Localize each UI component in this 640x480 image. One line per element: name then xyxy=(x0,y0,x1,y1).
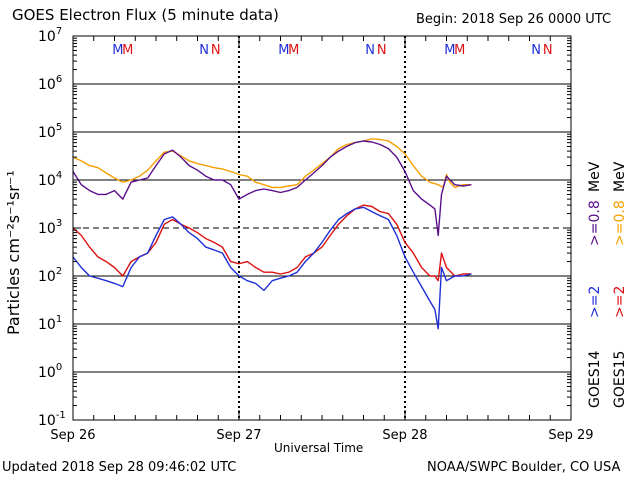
updated-timestamp: Updated 2018 Sep 28 09:46:02 UTC xyxy=(2,460,237,475)
legend-goes14-e08: >=0.8 xyxy=(587,200,603,246)
day-marker-label: N xyxy=(531,43,541,58)
y-tick-exponent: -1 xyxy=(56,410,66,421)
legend-goes14: GOES14 xyxy=(587,350,603,408)
day-marker-label: N xyxy=(211,43,221,58)
y-tick-exponent: 5 xyxy=(56,122,62,133)
y-tick-exponent: 0 xyxy=(56,362,62,373)
y-tick-label: 104 xyxy=(38,170,62,189)
x-tick-label: Sep 26 xyxy=(50,428,95,443)
x-tick-label: Sep 27 xyxy=(216,428,261,443)
begin-date: Begin: 2018 Sep 26 0000 UTC xyxy=(416,12,612,27)
plot-frame xyxy=(72,35,572,421)
x-tick-label: Sep 28 xyxy=(382,428,427,443)
y-tick-label: 102 xyxy=(38,266,62,285)
x-axis-title: Universal Time xyxy=(274,441,364,455)
y-tick-label: 101 xyxy=(38,314,62,333)
day-marker-label: M xyxy=(112,43,123,58)
y-tick-label: 106 xyxy=(38,74,62,93)
y-tick-base: 10 xyxy=(38,173,56,189)
y-tick-base: 10 xyxy=(38,365,56,381)
y-tick-exponent: 7 xyxy=(56,26,62,37)
data-source: NOAA/SWPC Boulder, CO USA xyxy=(427,460,621,475)
day-marker-label: N xyxy=(365,43,375,58)
day-marker-label: M xyxy=(454,43,465,58)
series-line xyxy=(72,138,472,189)
y-tick-base: 10 xyxy=(38,269,56,285)
chart-title: GOES Electron Flux (5 minute data) xyxy=(12,6,279,24)
y-tick-exponent: 1 xyxy=(56,314,62,325)
legend-goes15-e2: >=2 xyxy=(612,285,628,318)
y-tick-base: 10 xyxy=(38,317,56,333)
day-marker-label: N xyxy=(199,43,209,58)
day-marker-label: M xyxy=(278,43,289,58)
day-marker-label: M xyxy=(444,43,455,58)
legend-unit-high: MeV xyxy=(612,161,628,192)
grid-lines xyxy=(73,83,571,373)
series-line xyxy=(72,140,472,237)
legend-goes15: GOES15 xyxy=(612,350,628,408)
y-tick-label: 100 xyxy=(38,362,62,381)
y-tick-base: 10 xyxy=(38,77,56,93)
legend-unit-low: MeV xyxy=(587,161,603,192)
y-tick-base: 10 xyxy=(38,413,56,429)
y-tick-base: 10 xyxy=(38,29,56,45)
day-marker-label: N xyxy=(377,43,387,58)
y-tick-base: 10 xyxy=(38,221,56,237)
x-tick-label: Sep 29 xyxy=(548,428,593,443)
day-marker-label: M xyxy=(288,43,299,58)
y-tick-label: 107 xyxy=(38,26,62,45)
y-tick-exponent: 6 xyxy=(56,74,62,85)
y-tick-label: 10-1 xyxy=(38,410,66,429)
day-divider-lines xyxy=(238,36,406,420)
axis-ticks xyxy=(72,35,572,421)
y-axis-title: Particles cm⁻²s⁻¹sr⁻¹ xyxy=(4,170,23,335)
series-line xyxy=(72,206,472,330)
series-lines xyxy=(72,138,472,330)
day-marker-label: N xyxy=(543,43,553,58)
y-tick-exponent: 2 xyxy=(56,266,62,277)
y-tick-label: 105 xyxy=(38,122,62,141)
y-tick-label: 103 xyxy=(38,218,62,237)
day-marker-label: M xyxy=(122,43,133,58)
legend-goes14-e2: >=2 xyxy=(587,285,603,318)
y-tick-exponent: 3 xyxy=(56,218,62,229)
y-tick-base: 10 xyxy=(38,125,56,141)
y-tick-exponent: 4 xyxy=(56,170,62,181)
legend-goes15-e08: >=0.8 xyxy=(612,200,628,246)
